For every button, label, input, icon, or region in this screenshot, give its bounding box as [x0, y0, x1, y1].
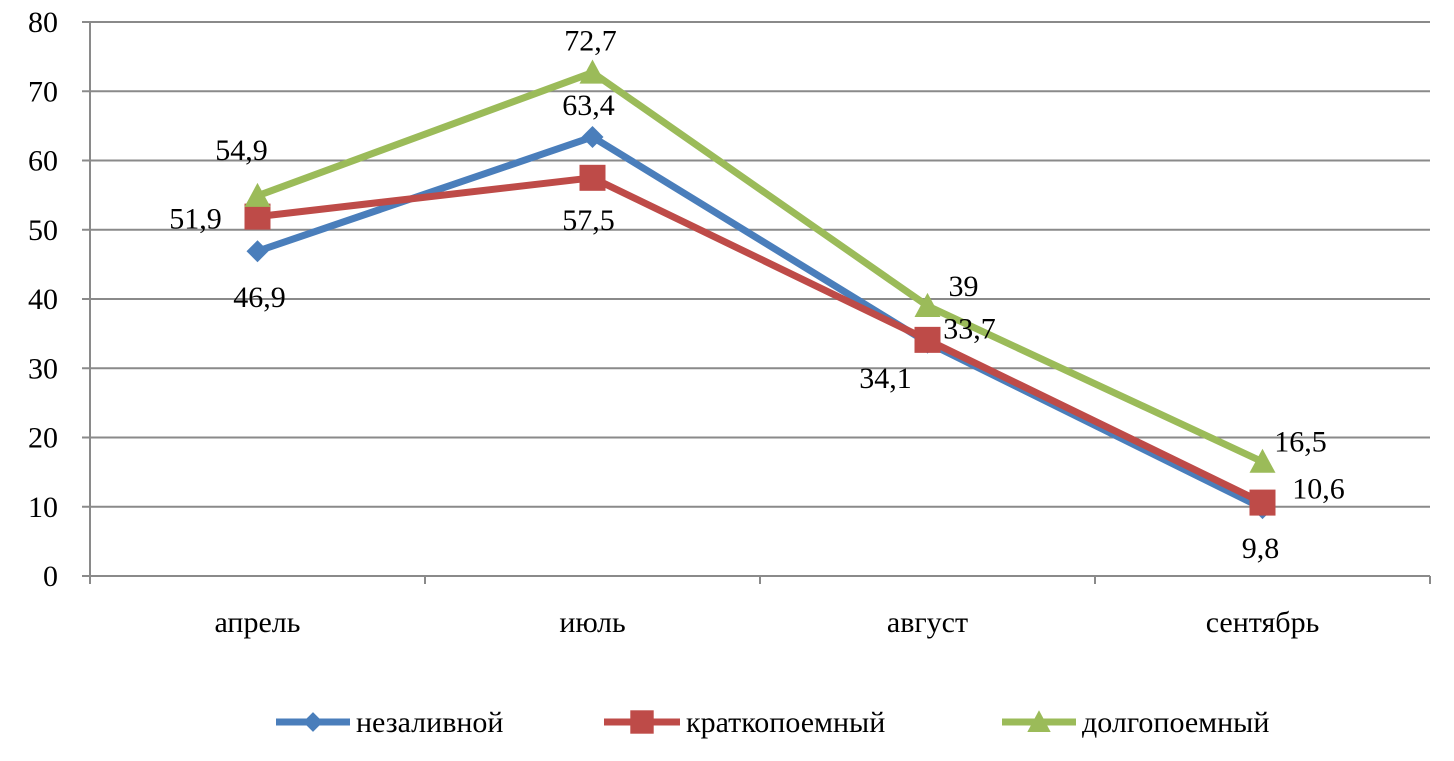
data-label: 63,4: [562, 89, 615, 122]
y-tick-label: 80: [28, 6, 58, 39]
series-line-2: [256, 69, 1264, 465]
data-point: [244, 182, 271, 207]
data-label-layer: 46,9 63,4 33,7 9,8 51,9 57,5 34,1 10,6 54,9 72,7 3…: [169, 25, 1345, 566]
legend: незаливной краткопоемный долгопоемный: [276, 706, 1269, 739]
grid-layer: [90, 21, 1430, 508]
legend-label: долгопоемный: [1082, 706, 1269, 739]
legend-item-0: незаливной: [276, 706, 503, 739]
data-label: 10,6: [1292, 473, 1345, 506]
y-tick-label: 60: [28, 145, 58, 178]
legend-item-1: краткопоемный: [604, 706, 885, 739]
data-point: [246, 240, 269, 263]
y-tick-label: 40: [28, 283, 58, 316]
legend-label: краткопоемный: [686, 706, 885, 739]
data-label: 33,7: [943, 313, 996, 346]
x-category-label: апрель: [215, 606, 301, 639]
data-label: 39: [949, 270, 979, 303]
data-label: 57,5: [562, 204, 615, 237]
y-tick-label: 70: [28, 75, 58, 108]
data-point: [914, 326, 941, 353]
series-line-1: [257, 174, 1265, 506]
data-label: 34,1: [859, 362, 912, 395]
y-tick-label: 20: [28, 422, 58, 455]
x-category-label: июль: [559, 606, 625, 639]
series-layer: [244, 59, 1276, 520]
legend-marker: [1027, 710, 1051, 732]
legend-marker: [303, 712, 323, 732]
y-tick-label: 50: [28, 214, 58, 247]
y-tick-label: 10: [28, 491, 58, 524]
data-label: 46,9: [233, 281, 286, 314]
x-category-label: август: [887, 606, 968, 639]
data-point: [579, 59, 606, 84]
data-point: [1249, 489, 1276, 516]
data-label: 16,5: [1274, 426, 1327, 459]
data-point: [1249, 448, 1276, 473]
data-label: 54,9: [215, 134, 268, 167]
y-tick-label: 0: [43, 560, 58, 593]
data-point: [579, 164, 606, 191]
legend-item-2: долгопоемный: [1002, 706, 1269, 739]
legend-marker: [630, 710, 654, 734]
data-point: [914, 292, 941, 317]
data-label: 9,8: [1242, 532, 1280, 565]
data-label: 51,9: [169, 203, 222, 236]
data-point: [581, 125, 604, 148]
data-label: 72,7: [564, 25, 617, 58]
y-tick-label: 30: [28, 352, 58, 385]
legend-label: незаливной: [356, 706, 503, 739]
axis-layer: 0 10 20 30 40 50 60 70 80 апрель июль август сентябр…: [28, 6, 1431, 639]
x-category-label: сентябрь: [1206, 606, 1320, 639]
data-point: [244, 203, 271, 230]
